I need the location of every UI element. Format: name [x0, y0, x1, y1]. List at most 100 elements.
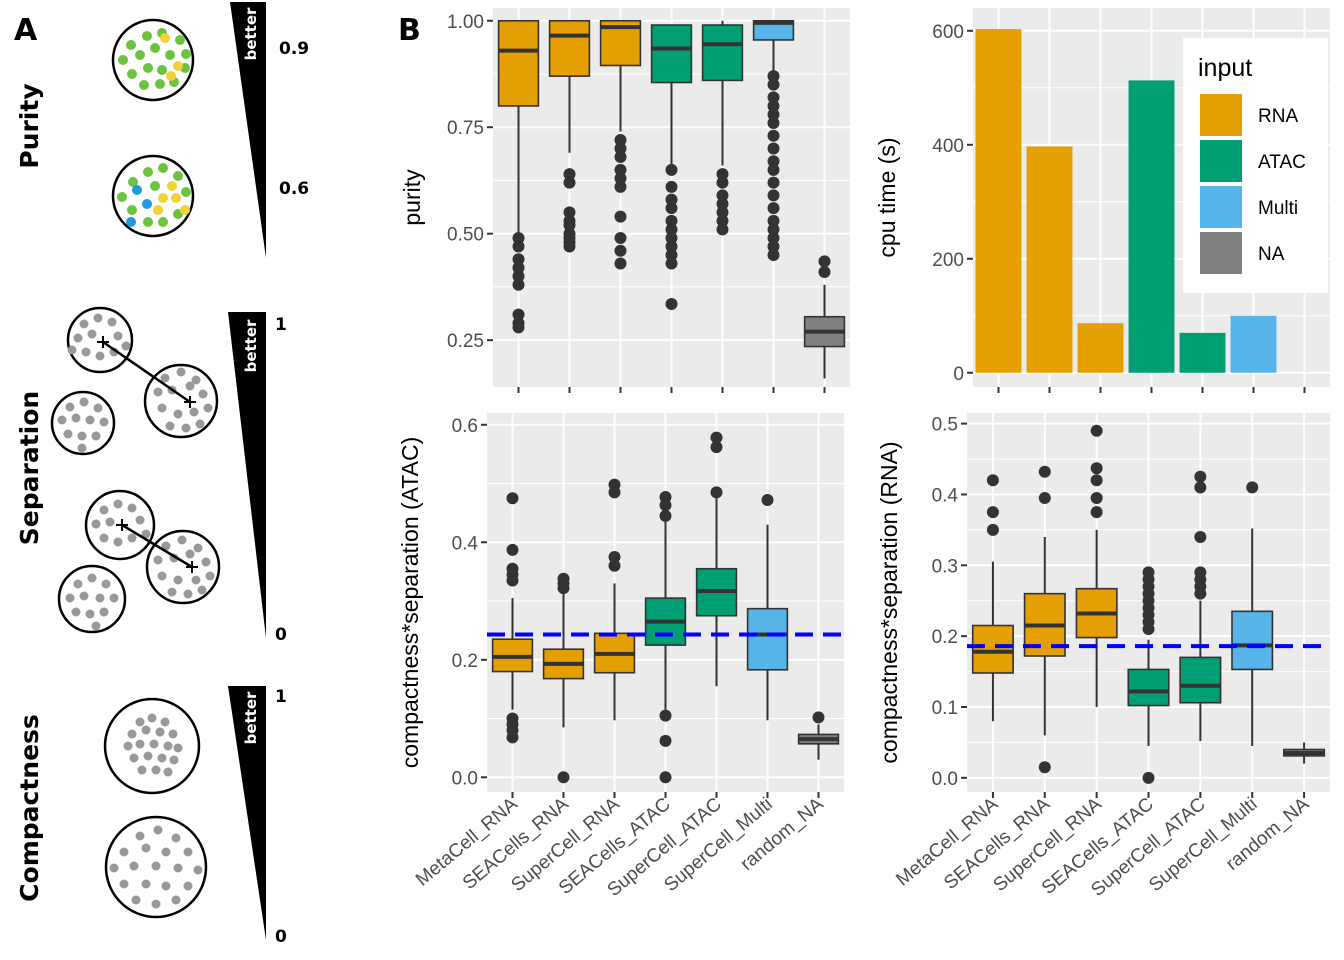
atac_sep-outlier-point: [659, 499, 672, 512]
rna_sep-outlier-point: [1194, 470, 1207, 483]
atac_sep-outlier-point: [506, 492, 519, 505]
cpu-time-barplot: 0 200 400 600 cpu time (s) input RNA ATAC Multi N…: [874, 8, 1330, 393]
compactness-better-wedge: [228, 686, 266, 940]
rna_sep-outlier-point: [1090, 462, 1103, 475]
purity-outlier-point: [767, 99, 780, 112]
purity-box-SuperCell_Multi: [752, 19, 795, 41]
compactness-top-value: 1: [275, 687, 287, 707]
rna_sep-y-tick-label: 0.0: [932, 769, 958, 790]
purity-outlier-point: [512, 253, 525, 266]
atac_sep-outlier-point: [557, 771, 570, 784]
separation-better-label: better: [242, 319, 260, 372]
separation-low-metacells-icon: [57, 489, 221, 634]
purity-outlier-point: [665, 180, 678, 193]
separation-row-label: Separation: [15, 391, 44, 545]
cpu_time-bar-SuperCell_RNA: [1077, 323, 1124, 373]
panel-a: A Purity Separation Compactness: [14, 2, 309, 947]
purity-outlier-point: [767, 202, 780, 215]
purity-low-metacell-icon: [111, 154, 195, 238]
purity-outlier-point: [716, 176, 729, 189]
rna_sep-outlier-point: [1142, 623, 1155, 636]
purity-row-label: Purity: [15, 83, 44, 168]
separation-bottom-value: 0: [275, 625, 287, 645]
purity-outlier-point: [767, 189, 780, 202]
rna_sep-outlier-point: [1090, 506, 1103, 519]
atac_sep-outlier-point: [812, 711, 825, 724]
purity-outlier-point: [614, 180, 627, 193]
cpu_time-y-axis-label: cpu time (s): [874, 137, 900, 257]
purity-outlier-point: [512, 231, 525, 244]
rna_sep-y-axis-label: compactness*separation (RNA): [876, 441, 902, 763]
rna_sep-box-MetaCell_RNA: [971, 624, 1014, 674]
rna_sep-outlier-point: [1090, 424, 1103, 437]
purity-outlier-point: [716, 197, 729, 210]
rna_sep-y-tick-label: 0.2: [932, 627, 958, 648]
purity-outlier-point: [767, 176, 780, 189]
purity-outlier-point: [563, 176, 576, 189]
rna_sep-outlier-point: [1246, 481, 1259, 494]
purity-outlier-point: [614, 134, 627, 147]
rna_sep-box-SuperCell_ATAC: [1179, 656, 1222, 704]
atac_sep-outlier-point: [557, 582, 570, 595]
purity-box-SEACells_ATAC: [650, 24, 693, 84]
purity-outlier-point: [614, 257, 627, 270]
rna_sep-outlier-point: [986, 523, 999, 536]
atac_sep-outlier-point: [659, 734, 672, 747]
separation-better-wedge: [228, 312, 266, 638]
rna_sep-y-tick-label: 0.4: [932, 485, 959, 506]
purity-top-value: 0.9: [279, 39, 309, 59]
purity-outlier-point: [563, 240, 576, 253]
purity-outlier-point: [767, 142, 780, 155]
rna_sep-box-SuperCell_Multi: [1231, 610, 1274, 671]
purity-box-SEACells_RNA: [548, 19, 591, 77]
rna_sep-outlier-point: [1038, 761, 1051, 774]
purity-outlier-point: [512, 270, 525, 283]
purity-outlier-point: [767, 70, 780, 83]
purity-outlier-point: [716, 223, 729, 236]
purity-y-axis-label: purity: [399, 169, 425, 226]
purity-outlier-point: [767, 91, 780, 104]
atac_sep-y-tick-label: 0.4: [452, 533, 479, 554]
purity-outlier-point: [665, 297, 678, 310]
rna-compactness-separation-boxplot: 0.0 0.1 0.2 0.3 0.4 0.5 compactness*separation…: [876, 413, 1330, 901]
compactness-bottom-value: 0: [275, 927, 287, 947]
panel-a-letter: A: [14, 13, 38, 48]
purity-outlier-point: [512, 240, 525, 253]
purity-outlier-point: [767, 163, 780, 176]
rna_sep-outlier-point: [1194, 587, 1207, 600]
cpu_time-bar-MetaCell_RNA: [975, 29, 1022, 373]
rna_sep-outlier-point: [1038, 465, 1051, 478]
atac_sep-y-tick-label: 0.6: [452, 416, 478, 437]
legend-swatch-ATAC: [1200, 140, 1242, 182]
rna_sep-y-tick-label: 0.3: [932, 556, 958, 577]
purity-high-metacell-icon: [111, 18, 195, 102]
atac-compactness-separation-boxplot: 0.0 0.2 0.4 0.6 compactness*separation (ATAC…: [397, 413, 844, 901]
purity-outlier-point: [512, 321, 525, 334]
legend-label-RNA: RNA: [1258, 106, 1298, 127]
purity-outlier-point: [716, 214, 729, 227]
purity-y-tick-label: 0.75: [447, 118, 484, 139]
compactness-low-metacell-icon: [104, 815, 208, 919]
purity-y-tick-label: 1.00: [447, 12, 484, 33]
purity-outlier-point: [767, 214, 780, 227]
separation-top-value: 1: [275, 315, 287, 335]
rna_sep-outlier-point: [986, 506, 999, 519]
atac_sep-outlier-point: [506, 543, 519, 556]
legend-swatch-RNA: [1200, 94, 1242, 136]
purity-outlier-point: [512, 278, 525, 291]
cpu_time-y-tick-label: 200: [932, 250, 964, 271]
cpu_time-y-tick-label: 0: [953, 364, 964, 385]
purity-outlier-point: [767, 248, 780, 261]
atac_sep-outlier-point: [506, 574, 519, 587]
purity-outlier-point: [563, 206, 576, 219]
purity-outlier-point: [767, 78, 780, 91]
purity-outlier-point: [614, 244, 627, 257]
atac_sep-y-tick-label: 0.0: [452, 768, 478, 789]
purity-outlier-point: [767, 240, 780, 253]
cpu_time-bar-SEACells_ATAC: [1128, 80, 1175, 373]
compactness-high-metacell-icon: [103, 697, 201, 795]
purity-better-label: better: [242, 7, 260, 60]
purity-outlier-point: [716, 206, 729, 219]
legend-label-ATAC: ATAC: [1258, 152, 1306, 173]
